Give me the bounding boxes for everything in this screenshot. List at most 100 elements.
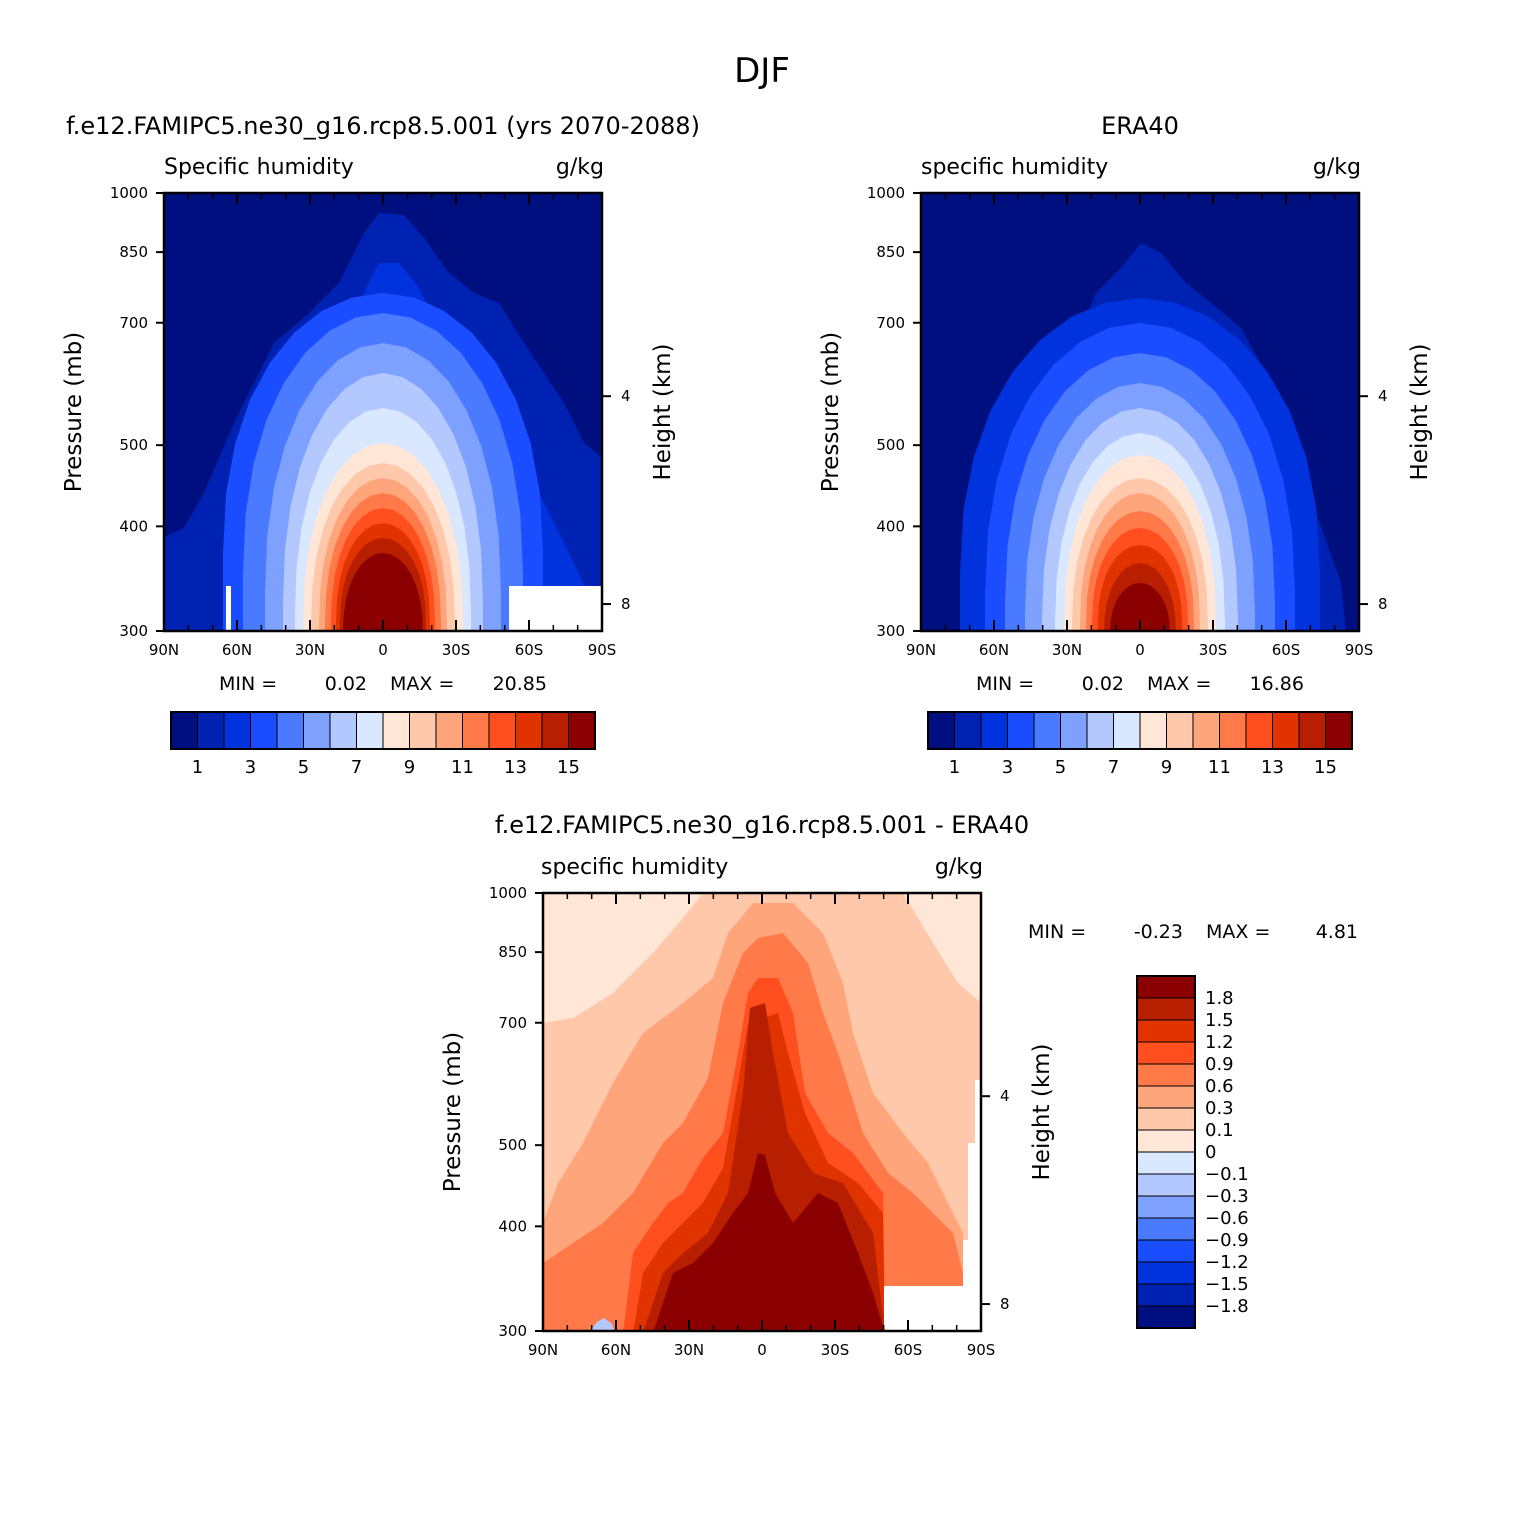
y-right-tick-label: 8: [1000, 1295, 1010, 1313]
colorbar-box: [303, 711, 331, 750]
colorbar-label: 7: [1108, 757, 1119, 778]
x-tick-label: 90N: [528, 1341, 558, 1359]
y-tick-label: 400: [498, 1217, 527, 1235]
axis-ticks: 90N 60N 30N 0 30S 60S 90S 300 400 500 700 850 1000 8 4: [110, 184, 631, 659]
x-tick-label: 60S: [515, 641, 544, 659]
max-value: 16.86: [1250, 673, 1304, 695]
min-value: 0.02: [1082, 673, 1124, 695]
axis-ticks: 90N 60N 30N 0 30S 60S 90S 300 400 500 700 850 1000 8 4: [867, 184, 1388, 659]
colorbar-box: [1136, 1305, 1196, 1329]
missing-data-region: [509, 586, 602, 631]
colorbar-box: [1298, 711, 1326, 750]
colorbar-box: [250, 711, 278, 750]
colorbar-box: [515, 711, 543, 750]
x-tick-label: 60N: [222, 641, 252, 659]
panel-difference: f.e12.FAMIPC5.ne30_g16.rcp8.5.001 - ERA4…: [440, 811, 1358, 1359]
x-tick-label: 60N: [979, 641, 1009, 659]
colorbar-label: −0.6: [1205, 1208, 1249, 1229]
colorbar-box: [1136, 1151, 1196, 1175]
colorbar-label: 0.6: [1205, 1076, 1234, 1097]
y-tick-label: 300: [119, 622, 148, 640]
y-tick-label: 700: [876, 314, 905, 332]
y-right-tick-label: 8: [1378, 595, 1388, 613]
colorbar-box: [1325, 711, 1353, 750]
figure-title: DJF: [734, 51, 790, 91]
colorbar-box: [1136, 1217, 1196, 1241]
panel-era40: ERA40 specific humidity g/kg 90N 60N 30N 0 3…: [818, 112, 1433, 778]
colorbar-box: [1136, 997, 1196, 1021]
colorbar-box: [1136, 1085, 1196, 1109]
colorbar-box: [568, 711, 596, 750]
colorbar-box: [1033, 711, 1061, 750]
colorbar-label: 9: [404, 757, 415, 778]
panel-subtitle-right: g/kg: [1313, 155, 1361, 180]
colorbar-box: [1060, 711, 1088, 750]
y-axis-label: Pressure (mb): [440, 1032, 466, 1192]
x-tick-label: 30N: [674, 1341, 704, 1359]
x-tick-label: 90S: [1345, 641, 1374, 659]
contour-band: [653, 1153, 885, 1331]
colorbar-label: 15: [1314, 757, 1337, 778]
y-tick-label: 1000: [867, 184, 905, 202]
colorbar-label: 0.1: [1205, 1120, 1234, 1141]
colorbar-box: [1192, 711, 1220, 750]
min-label: MIN =: [1028, 921, 1086, 943]
colorbar-box: [462, 711, 490, 750]
panel-title: f.e12.FAMIPC5.ne30_g16.rcp8.5.001 (yrs 2…: [66, 112, 700, 140]
colorbar-frame: [927, 711, 1353, 750]
colorbar-label: 11: [451, 757, 474, 778]
x-tick-label: 60S: [894, 1341, 923, 1359]
colorbar-box: [980, 711, 1008, 750]
colorbar-box: [197, 711, 225, 750]
contour-field: [164, 193, 602, 631]
x-tick-label: 90N: [149, 641, 179, 659]
panel-subtitle-left: specific humidity: [921, 155, 1108, 180]
x-tick-label: 0: [757, 1341, 767, 1359]
colorbar-box: [1136, 1041, 1196, 1065]
colorbar-box: [1166, 711, 1194, 750]
y-tick-label: 1000: [110, 184, 148, 202]
y-axis-label-right: Height (km): [650, 343, 676, 480]
colorbar-box: [954, 711, 982, 750]
colorbar-box: [1113, 711, 1141, 750]
min-value: -0.23: [1134, 921, 1183, 943]
x-tick-label: 90N: [906, 641, 936, 659]
colorbar-box: [1136, 975, 1196, 999]
negative-anomaly: [590, 1318, 614, 1331]
colorbar-box: [223, 711, 251, 750]
y-axis-label-right: Height (km): [1029, 1043, 1055, 1180]
y-tick-label: 400: [876, 517, 905, 535]
colorbar-label: −1.2: [1205, 1252, 1249, 1273]
y-axis-label-right: Height (km): [1407, 343, 1433, 480]
colorbar-label: −0.1: [1205, 1164, 1249, 1185]
colorbar-box: [1136, 1173, 1196, 1197]
y-right-tick-label: 8: [621, 595, 631, 613]
missing-data-region: [963, 1080, 981, 1286]
colorbar-label: 9: [1161, 757, 1172, 778]
x-tick-label: 30S: [442, 641, 471, 659]
colorbar-box: [927, 711, 955, 750]
max-value: 20.85: [493, 673, 547, 695]
colorbar-label: 13: [1261, 757, 1284, 778]
x-tick-label: 30S: [821, 1341, 850, 1359]
panel-subtitle-right: g/kg: [556, 155, 604, 180]
colorbar-box: [541, 711, 569, 750]
y-tick-label: 500: [498, 1136, 527, 1154]
colorbar-label: 1.8: [1205, 988, 1234, 1009]
colorbar: 1 3 5 7 9 11 13 15: [927, 711, 1353, 778]
colorbar-label: 5: [1055, 757, 1066, 778]
x-tick-label: 60N: [601, 1341, 631, 1359]
colorbar-label: 1.5: [1205, 1010, 1234, 1031]
contour-field: [543, 893, 981, 1331]
colorbar-box: [1086, 711, 1114, 750]
missing-data-region: [884, 1286, 981, 1331]
colorbar-box: [1136, 1063, 1196, 1087]
colorbar-label: 1.2: [1205, 1032, 1234, 1053]
contour-band: [343, 553, 423, 631]
colorbar-label: 5: [298, 757, 309, 778]
colorbar: 1.81.51.20.90.60.30.10−0.1−0.3−0.6−0.9−1…: [1136, 975, 1249, 1329]
x-tick-label: 30N: [1052, 641, 1082, 659]
colorbar-label: 15: [557, 757, 580, 778]
colorbar-box: [1136, 1195, 1196, 1219]
y-axis-label: Pressure (mb): [818, 332, 844, 492]
